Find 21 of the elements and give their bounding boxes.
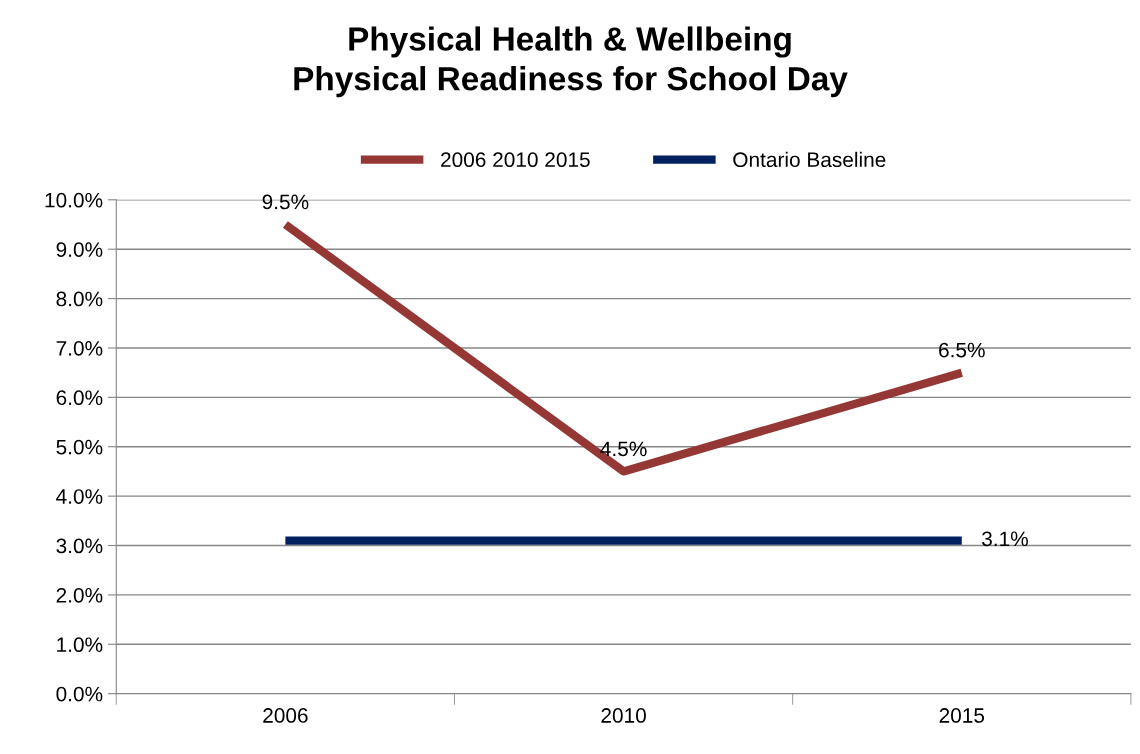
y-tick-label: 4.0%	[56, 489, 103, 504]
legend-label: 2006 2010 2015	[441, 152, 590, 168]
y-tick-label: 6.0%	[56, 390, 103, 406]
y-tick-label: 7.0%	[56, 340, 103, 356]
y-tick-label: 5.0%	[56, 439, 103, 455]
chart-title: Physical Health & Wellbeing Physical Readiness for School Day	[294, 26, 848, 98]
y-tick-label: 3.0%	[56, 538, 103, 554]
y-tick-label: 1.0%	[57, 637, 103, 653]
data-label: 4.5%	[600, 441, 647, 457]
data-label: 3.1%	[982, 531, 1028, 547]
data-label: 6.5%	[939, 342, 985, 358]
x-tick-label: 2006	[263, 708, 308, 723]
y-tick-label: 0.0%	[56, 686, 103, 702]
x-tick-label: 2010	[601, 708, 646, 723]
y-tick-label: 2.0%	[56, 587, 103, 603]
legend-label: Ontario Baseline	[733, 151, 886, 168]
y-tick-label: 8.0%	[56, 291, 103, 307]
y-tick-label: 10.0%	[45, 192, 103, 208]
y-tick-label: 9.0%	[56, 242, 103, 257]
data-label: 9.5%	[262, 194, 309, 210]
x-tick-label: 2015	[939, 708, 985, 723]
